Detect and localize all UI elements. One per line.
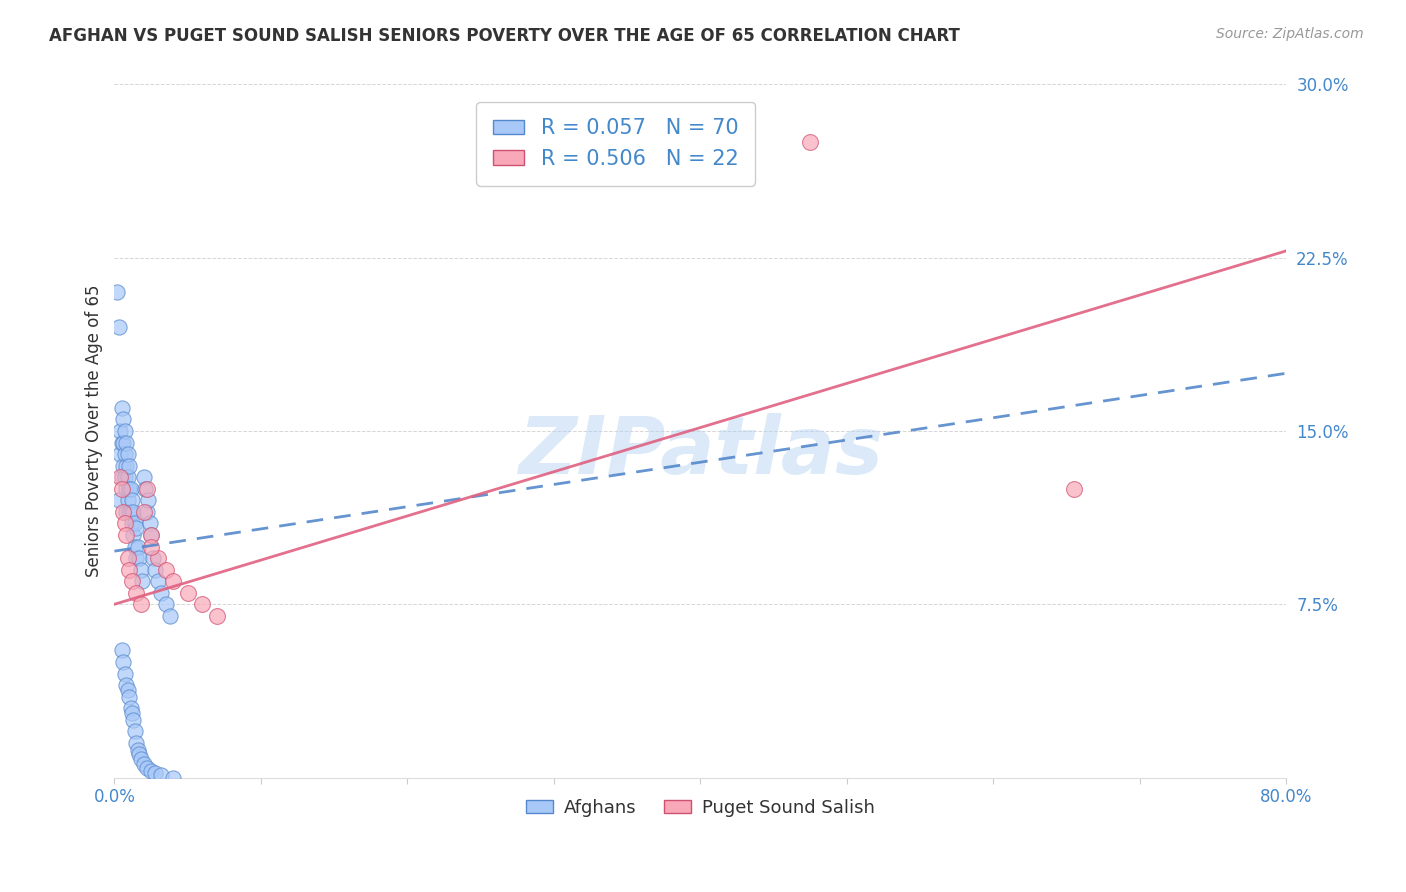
Point bbox=[114, 516, 136, 531]
Point bbox=[134, 482, 156, 496]
Point bbox=[120, 701, 142, 715]
Point bbox=[122, 505, 145, 519]
Point bbox=[125, 736, 148, 750]
Point bbox=[115, 435, 138, 450]
Point bbox=[127, 540, 149, 554]
Point bbox=[122, 713, 145, 727]
Point bbox=[111, 482, 134, 496]
Point bbox=[128, 747, 150, 762]
Point bbox=[114, 447, 136, 461]
Point bbox=[132, 505, 155, 519]
Point bbox=[150, 585, 173, 599]
Point bbox=[162, 771, 184, 785]
Point bbox=[138, 516, 160, 531]
Point bbox=[121, 516, 143, 531]
Point bbox=[135, 505, 157, 519]
Point bbox=[117, 493, 139, 508]
Point bbox=[110, 424, 132, 438]
Point bbox=[125, 585, 148, 599]
Point bbox=[105, 285, 128, 300]
Point bbox=[118, 505, 141, 519]
Point bbox=[124, 540, 146, 554]
Text: ZIPatlas: ZIPatlas bbox=[517, 413, 883, 491]
Point bbox=[191, 597, 214, 611]
Point bbox=[121, 706, 143, 720]
Point bbox=[139, 528, 162, 542]
Point bbox=[135, 761, 157, 775]
Point bbox=[112, 458, 135, 473]
Point bbox=[131, 574, 153, 589]
Point bbox=[115, 505, 138, 519]
Point bbox=[111, 435, 134, 450]
Point bbox=[117, 447, 139, 461]
Point bbox=[120, 505, 142, 519]
Point bbox=[139, 540, 162, 554]
Point bbox=[145, 766, 167, 780]
Point bbox=[799, 135, 821, 149]
Point bbox=[176, 585, 198, 599]
Text: AFGHAN VS PUGET SOUND SALISH SENIORS POVERTY OVER THE AGE OF 65 CORRELATION CHAR: AFGHAN VS PUGET SOUND SALISH SENIORS POV… bbox=[49, 27, 960, 45]
Point bbox=[159, 608, 181, 623]
Point bbox=[118, 690, 141, 704]
Point bbox=[110, 470, 132, 484]
Point bbox=[1063, 482, 1085, 496]
Point bbox=[112, 505, 135, 519]
Point bbox=[111, 643, 134, 657]
Point bbox=[150, 768, 173, 782]
Point bbox=[129, 597, 152, 611]
Point bbox=[115, 678, 138, 692]
Point bbox=[141, 551, 163, 566]
Point bbox=[121, 574, 143, 589]
Point bbox=[139, 528, 162, 542]
Point bbox=[107, 320, 129, 334]
Point bbox=[112, 412, 135, 426]
Point bbox=[112, 435, 135, 450]
Point bbox=[117, 470, 139, 484]
Point bbox=[139, 764, 162, 778]
Point bbox=[114, 470, 136, 484]
Y-axis label: Seniors Poverty Over the Age of 65: Seniors Poverty Over the Age of 65 bbox=[86, 285, 103, 577]
Point bbox=[135, 482, 157, 496]
Point bbox=[132, 756, 155, 771]
Point bbox=[115, 482, 138, 496]
Point bbox=[132, 470, 155, 484]
Point bbox=[110, 447, 132, 461]
Point bbox=[136, 493, 159, 508]
Point bbox=[117, 551, 139, 566]
Point bbox=[124, 724, 146, 739]
Text: Source: ZipAtlas.com: Source: ZipAtlas.com bbox=[1216, 27, 1364, 41]
Point bbox=[117, 682, 139, 697]
Point bbox=[118, 458, 141, 473]
Point bbox=[121, 493, 143, 508]
Point bbox=[148, 551, 170, 566]
Point bbox=[162, 574, 184, 589]
Point bbox=[120, 482, 142, 496]
Point bbox=[129, 752, 152, 766]
Point bbox=[129, 563, 152, 577]
Point bbox=[122, 528, 145, 542]
Point bbox=[114, 424, 136, 438]
Point bbox=[145, 563, 167, 577]
Point bbox=[118, 482, 141, 496]
Point bbox=[205, 608, 228, 623]
Legend: Afghans, Puget Sound Salish: Afghans, Puget Sound Salish bbox=[519, 791, 882, 824]
Point bbox=[112, 655, 135, 669]
Point bbox=[155, 563, 177, 577]
Point bbox=[115, 458, 138, 473]
Point bbox=[114, 666, 136, 681]
Point bbox=[128, 551, 150, 566]
Point bbox=[127, 743, 149, 757]
Point bbox=[111, 401, 134, 415]
Point bbox=[111, 470, 134, 484]
Point bbox=[148, 574, 170, 589]
Point bbox=[155, 597, 177, 611]
Point bbox=[115, 528, 138, 542]
Point bbox=[107, 493, 129, 508]
Point bbox=[118, 563, 141, 577]
Point bbox=[125, 551, 148, 566]
Point bbox=[125, 521, 148, 535]
Point bbox=[124, 516, 146, 531]
